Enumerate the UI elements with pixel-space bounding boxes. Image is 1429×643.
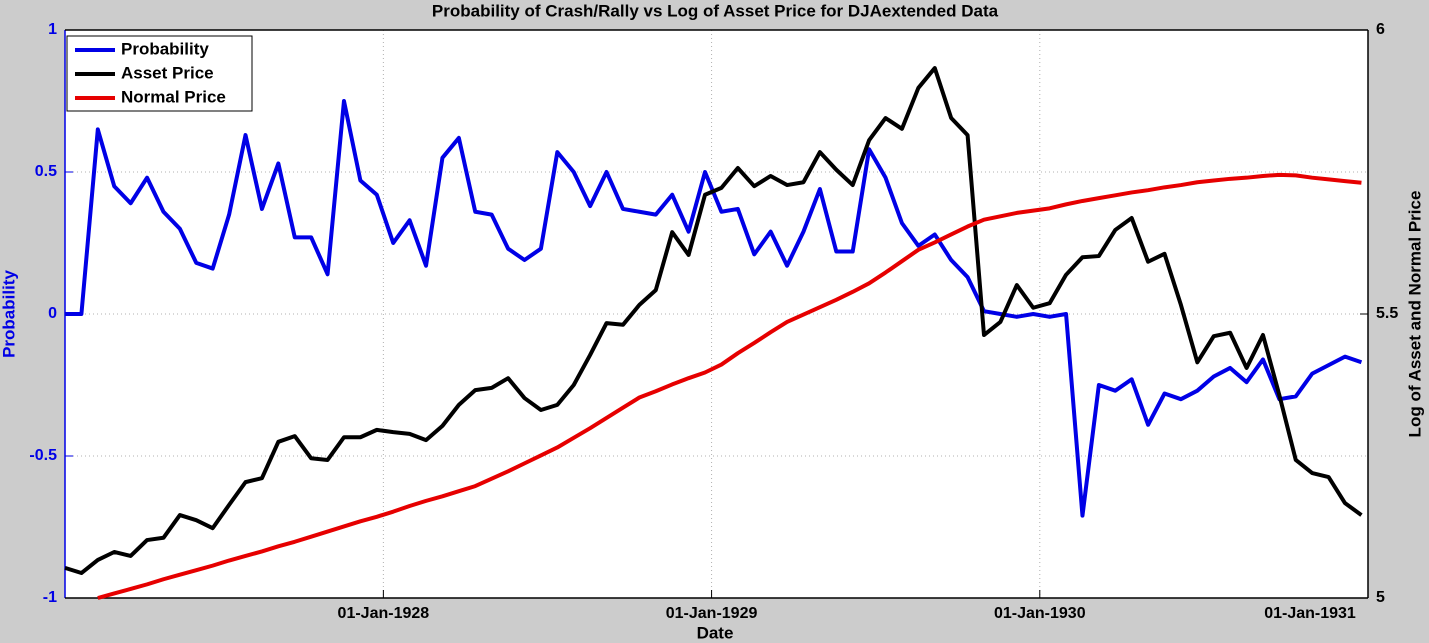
x-tick-label: 01-Jan-1928: [338, 605, 430, 622]
chart-title: Probability of Crash/Rally vs Log of Ass…: [432, 1, 999, 20]
y-axis-label: Probability: [0, 270, 18, 358]
legend-label: Probability: [121, 39, 209, 58]
y2-tick-label: 6: [1376, 21, 1385, 38]
plot-area: [65, 30, 1368, 598]
y2-axis-label: Log of Asset and Normal Price: [1405, 191, 1424, 438]
legend-label: Normal Price: [121, 87, 226, 106]
x-tick-label: 01-Jan-1929: [666, 605, 758, 622]
y-tick-label: -1: [43, 589, 57, 606]
y-tick-label: -0.5: [29, 447, 57, 464]
legend-label: Asset Price: [121, 63, 214, 82]
series-line: [64, 66, 1363, 576]
y2-tick-label: 5: [1376, 589, 1385, 606]
x-tick-label: 01-Jan-1931: [1264, 605, 1356, 622]
series-line: [97, 172, 1362, 600]
y-tick-label: 0: [48, 305, 57, 322]
y-tick-label: 1: [48, 21, 57, 38]
y2-tick-label: 5.5: [1376, 305, 1398, 322]
y-tick-label: 0.5: [35, 163, 57, 180]
x-tick-label: 01-Jan-1930: [994, 605, 1086, 622]
x-axis-label: Date: [697, 623, 734, 642]
